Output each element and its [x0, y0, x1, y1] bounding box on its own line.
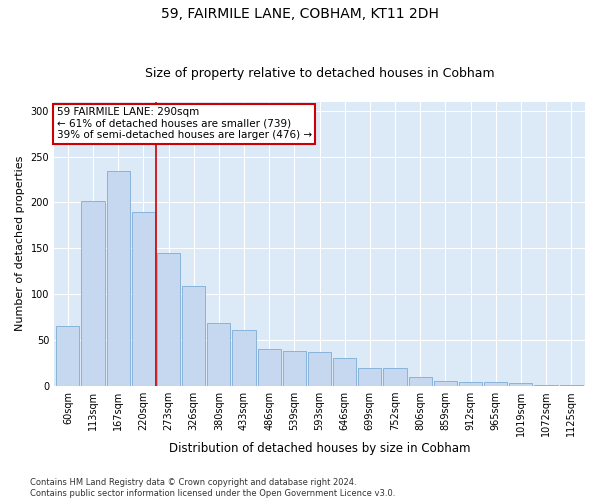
Y-axis label: Number of detached properties: Number of detached properties [15, 156, 25, 332]
Bar [484, 382, 507, 386]
Bar [107, 172, 130, 386]
Title: Size of property relative to detached houses in Cobham: Size of property relative to detached ho… [145, 66, 494, 80]
Bar [132, 212, 155, 386]
Bar [333, 358, 356, 386]
Bar [459, 382, 482, 386]
Text: 59, FAIRMILE LANE, COBHAM, KT11 2DH: 59, FAIRMILE LANE, COBHAM, KT11 2DH [161, 8, 439, 22]
Bar [56, 326, 79, 386]
X-axis label: Distribution of detached houses by size in Cobham: Distribution of detached houses by size … [169, 442, 470, 455]
Bar [182, 286, 205, 386]
Bar [257, 350, 281, 386]
Bar [308, 352, 331, 386]
Text: Contains HM Land Registry data © Crown copyright and database right 2024.
Contai: Contains HM Land Registry data © Crown c… [30, 478, 395, 498]
Bar [232, 330, 256, 386]
Bar [157, 253, 180, 386]
Text: 59 FAIRMILE LANE: 290sqm
← 61% of detached houses are smaller (739)
39% of semi-: 59 FAIRMILE LANE: 290sqm ← 61% of detach… [56, 107, 312, 140]
Bar [535, 385, 557, 386]
Bar [409, 377, 432, 386]
Bar [434, 382, 457, 386]
Bar [383, 368, 407, 386]
Bar [207, 322, 230, 386]
Bar [560, 385, 583, 386]
Bar [82, 200, 104, 386]
Bar [283, 351, 306, 386]
Bar [509, 384, 532, 386]
Bar [358, 368, 382, 386]
